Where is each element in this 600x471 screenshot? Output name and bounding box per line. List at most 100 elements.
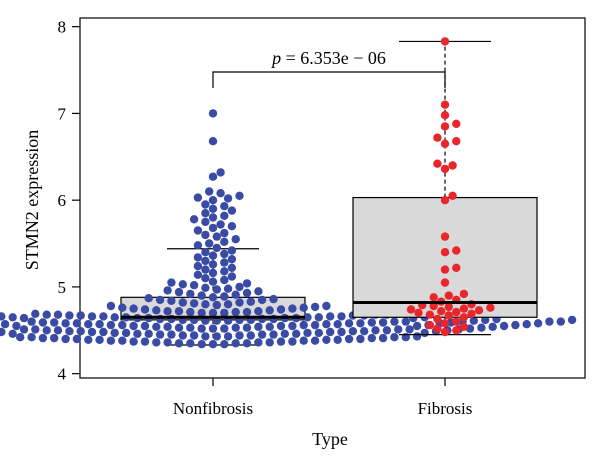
data-point: [231, 339, 240, 348]
data-point: [269, 330, 278, 339]
data-point: [280, 329, 289, 338]
data-point: [193, 253, 203, 262]
data-point: [27, 317, 36, 326]
data-point: [220, 228, 229, 238]
data-point: [246, 331, 255, 340]
data-point: [38, 318, 48, 327]
data-point: [467, 309, 476, 318]
data-point: [106, 336, 116, 345]
data-point: [208, 324, 218, 333]
data-point: [208, 172, 218, 181]
data-point: [87, 327, 97, 337]
data-point: [440, 327, 450, 337]
data-point: [412, 321, 422, 331]
data-point: [220, 324, 229, 333]
data-point: [459, 313, 469, 322]
data-point: [110, 313, 119, 322]
data-point: [292, 329, 301, 338]
x-tick-label: Fibrosis: [418, 399, 473, 418]
data-point: [459, 289, 469, 299]
data-point: [193, 261, 203, 271]
data-point: [140, 337, 150, 346]
data-point: [178, 298, 187, 307]
data-point: [265, 338, 274, 347]
data-point: [186, 339, 195, 348]
data-point: [223, 332, 233, 341]
data-point: [344, 334, 354, 344]
data-point: [144, 329, 153, 338]
data-point: [254, 322, 263, 331]
data-point: [42, 310, 51, 319]
p-value-text: = 6.353e − 06: [281, 48, 386, 68]
data-point: [429, 293, 438, 302]
data-point: [452, 137, 461, 146]
box-iqr: [352, 196, 538, 318]
data-point: [235, 298, 244, 307]
data-point: [310, 336, 320, 345]
x-axis-title: Type: [312, 429, 348, 449]
data-point: [276, 337, 286, 346]
data-point: [178, 331, 187, 340]
data-point: [440, 319, 450, 328]
data-point: [208, 293, 218, 302]
data-point: [208, 268, 218, 278]
data-point: [322, 301, 331, 311]
data-point: [469, 316, 478, 325]
data-point: [95, 335, 104, 344]
data-point: [227, 222, 237, 231]
data-point: [257, 295, 267, 305]
data-point: [193, 270, 203, 279]
data-point: [378, 333, 388, 343]
data-point: [310, 320, 320, 330]
data-point: [333, 335, 342, 344]
data-point: [452, 263, 461, 272]
data-point: [31, 325, 40, 334]
data-point: [189, 299, 199, 308]
data-point: [118, 336, 127, 345]
data-point: [378, 318, 388, 327]
data-point: [227, 246, 237, 255]
data-point: [314, 328, 323, 338]
data-point: [208, 308, 218, 318]
data-point: [76, 311, 85, 320]
data-point: [227, 272, 237, 281]
data-point: [38, 333, 48, 343]
data-point: [337, 327, 346, 337]
data-point: [208, 251, 218, 260]
data-point: [223, 194, 233, 203]
data-point: [242, 279, 252, 288]
data-point: [0, 320, 10, 329]
data-point: [31, 309, 40, 318]
data-point: [265, 322, 274, 331]
p-value-annotation: p = 6.353e − 06: [212, 47, 446, 88]
data-point: [16, 333, 25, 342]
data-point: [437, 307, 446, 316]
data-point: [242, 323, 252, 332]
data-point: [27, 333, 36, 342]
data-point: [118, 320, 127, 330]
data-point: [186, 307, 195, 317]
data-point: [140, 321, 150, 331]
data-point: [212, 232, 221, 241]
data-point: [314, 313, 323, 322]
data-point: [189, 331, 199, 340]
data-point: [216, 168, 225, 177]
data-point: [360, 327, 369, 336]
data-point: [367, 333, 376, 343]
data-point: [382, 326, 392, 335]
data-point: [201, 332, 210, 341]
data-point: [220, 258, 229, 267]
data-point: [440, 139, 450, 148]
data-point: [208, 109, 218, 118]
data-point: [444, 291, 453, 300]
data-point: [208, 204, 218, 213]
groups-layer: [0, 37, 577, 349]
data-point: [452, 119, 461, 128]
data-point: [227, 263, 237, 272]
data-point: [235, 191, 244, 200]
data-point: [231, 290, 240, 299]
data-point: [433, 159, 442, 168]
data-point: [220, 292, 229, 301]
data-point: [303, 328, 312, 338]
